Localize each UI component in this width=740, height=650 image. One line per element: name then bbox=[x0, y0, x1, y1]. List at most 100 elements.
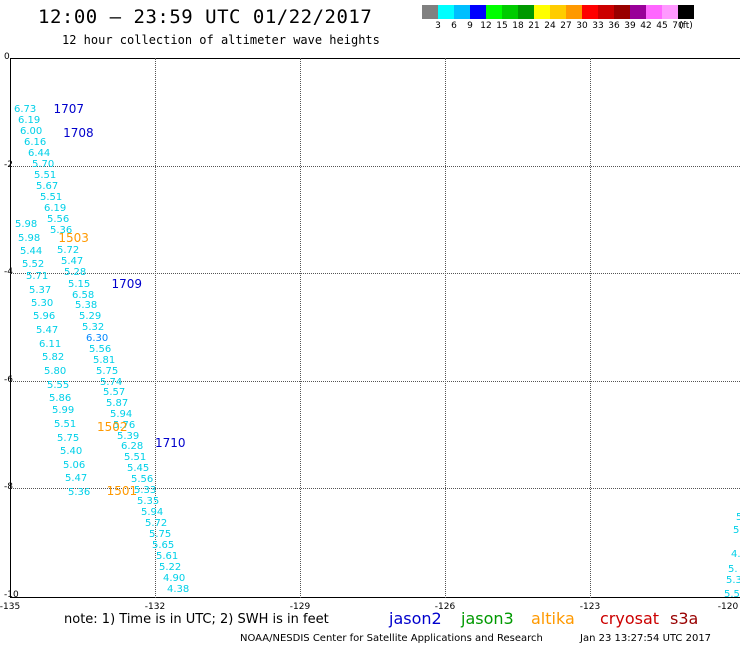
wave-height-point: 5.28 bbox=[64, 267, 87, 278]
pass-number-label: 1503 bbox=[58, 231, 89, 246]
wave-height-point: 6.30 bbox=[86, 333, 109, 344]
colorbar-label: 12 bbox=[480, 21, 492, 31]
colorbar-label: 21 bbox=[528, 21, 540, 31]
wave-height-point: 5.06 bbox=[63, 460, 86, 471]
wave-height-point: 5. bbox=[736, 512, 740, 523]
wave-height-point: 5.36 bbox=[50, 225, 73, 236]
wave-height-point: 6.28 bbox=[121, 441, 144, 452]
wave-height-point: 5.87 bbox=[106, 398, 129, 409]
wave-height-point: 5.51 bbox=[34, 170, 57, 181]
wave-height-point: 6.73 bbox=[14, 104, 37, 115]
longitude-gridline bbox=[445, 58, 446, 598]
colorbar-label: 33 bbox=[592, 21, 604, 31]
colorbar-swatch bbox=[422, 5, 438, 19]
wave-height-point: 5.5 bbox=[724, 589, 740, 600]
colorbar-label: 6 bbox=[451, 21, 457, 31]
wave-height-point: 5.71 bbox=[26, 271, 49, 282]
wave-height-point: 6.19 bbox=[18, 115, 41, 126]
wave-height-point: 5.47 bbox=[65, 473, 88, 484]
wave-height-point: 6.19 bbox=[44, 203, 67, 214]
wave-height-point: 5.33 bbox=[134, 485, 157, 496]
map-title: 12:00 – 23:59 UTC 01/22/2017 bbox=[38, 6, 373, 28]
colorbar-swatch bbox=[486, 5, 502, 19]
latitude-gridline bbox=[10, 488, 740, 490]
colorbar-label: 3 bbox=[435, 21, 441, 31]
pass-number-label: 1708 bbox=[63, 126, 94, 141]
wave-height-point: 5.75 bbox=[149, 529, 172, 540]
wave-height-point: 5.38 bbox=[75, 300, 98, 311]
wave-height-point: 5.74 bbox=[100, 377, 123, 388]
wave-height-point: 5.98 bbox=[15, 219, 38, 230]
wave-height-point: 5.96 bbox=[33, 311, 56, 322]
wave-height-point: 5.47 bbox=[61, 256, 84, 267]
colorbar-label: 24 bbox=[544, 21, 556, 31]
longitude-tick-label: -126 bbox=[434, 602, 456, 612]
wave-height-point: 4. bbox=[731, 549, 740, 560]
colorbar-swatch bbox=[454, 5, 470, 19]
wave-height-point: 5.81 bbox=[93, 355, 116, 366]
colorbar-swatch bbox=[502, 5, 518, 19]
generation-timestamp: Jan 23 13:27:54 UTC 2017 bbox=[580, 633, 712, 644]
legend-entry-jason3: jason3 bbox=[461, 609, 514, 628]
credit-text: NOAA/NESDIS Center for Satellite Applica… bbox=[240, 633, 543, 644]
wave-height-point: 5.51 bbox=[54, 419, 77, 430]
longitude-tick-label: -135 bbox=[0, 602, 21, 612]
wave-height-point: 5.29 bbox=[79, 311, 102, 322]
wave-height-point: 5.94 bbox=[110, 409, 133, 420]
colorbar-label: 27 bbox=[560, 21, 572, 31]
wave-height-point: 4.38 bbox=[167, 584, 190, 595]
legend-entry-jason2: jason2 bbox=[389, 609, 442, 628]
colorbar-swatch bbox=[598, 5, 614, 19]
map-plot-area bbox=[10, 58, 740, 598]
colorbar-label: 15 bbox=[496, 21, 508, 31]
wave-height-point: 5. bbox=[733, 525, 740, 536]
colorbar-label: 30 bbox=[576, 21, 588, 31]
pass-number-label: 1710 bbox=[155, 435, 186, 450]
wave-height-point: 5.36 bbox=[68, 487, 91, 498]
colorbar-swatch bbox=[630, 5, 646, 19]
latitude-tick-label: -8 bbox=[4, 482, 13, 493]
wave-height-point: 5.67 bbox=[36, 181, 59, 192]
colorbar-swatch bbox=[470, 5, 486, 19]
longitude-tick-label: -129 bbox=[289, 602, 311, 612]
pass-number-label: 1707 bbox=[53, 102, 85, 117]
colorbar bbox=[422, 5, 694, 19]
wave-height-point: 5.70 bbox=[32, 159, 55, 170]
legend-entry-cryosat: cryosat bbox=[600, 609, 660, 628]
wave-height-point: 5.94 bbox=[141, 507, 164, 518]
wave-height-point: 5.52 bbox=[22, 259, 45, 270]
colorbar-label: 42 bbox=[640, 21, 652, 31]
wave-height-point: 5.99 bbox=[52, 405, 75, 416]
longitude-gridline bbox=[155, 58, 156, 598]
latitude-gridline bbox=[10, 165, 740, 167]
colorbar-label: (ft) bbox=[679, 21, 693, 31]
wave-height-point: 5.56 bbox=[47, 214, 70, 225]
wave-height-point: 5.82 bbox=[42, 352, 65, 363]
colorbar-labels: 3 6 9 12 15 18 21 24 27 30 33 36 39 42 45 70 (ft) bbox=[422, 21, 740, 33]
longitude-tick-label: -120 bbox=[717, 602, 739, 612]
legend-entry-altika: altika bbox=[531, 609, 575, 628]
wave-height-point: 5.45 bbox=[127, 463, 150, 474]
wave-height-point: 5.98 bbox=[18, 233, 41, 244]
latitude-tick-label: -2 bbox=[4, 159, 13, 170]
colorbar-swatch bbox=[518, 5, 534, 19]
wave-height-point: 6.11 bbox=[39, 339, 62, 350]
wave-height-point: 5.32 bbox=[82, 322, 105, 333]
latitude-gridline bbox=[10, 380, 740, 382]
wave-height-point: 5.51 bbox=[124, 452, 147, 463]
wave-height-point: 5.75 bbox=[96, 366, 119, 377]
pass-number-label: 1501 bbox=[106, 484, 138, 499]
latitude-tick-label: 0 bbox=[4, 52, 10, 62]
wave-height-point: 5.72 bbox=[145, 518, 168, 529]
wave-height-point: 5.76 bbox=[113, 420, 136, 431]
wave-height-point: 5.56 bbox=[89, 344, 112, 355]
latitude-tick-label: -10 bbox=[4, 590, 19, 600]
wave-height-point: 5.39 bbox=[117, 431, 140, 442]
wave-height-point: 5.15 bbox=[68, 279, 91, 290]
colorbar-swatch bbox=[566, 5, 582, 19]
colorbar-label: 45 bbox=[656, 21, 668, 31]
longitude-gridline bbox=[300, 58, 301, 598]
latitude-gridline bbox=[10, 273, 740, 275]
wave-height-point: 6.58 bbox=[72, 290, 95, 301]
wave-height-point: 5.22 bbox=[159, 562, 182, 573]
